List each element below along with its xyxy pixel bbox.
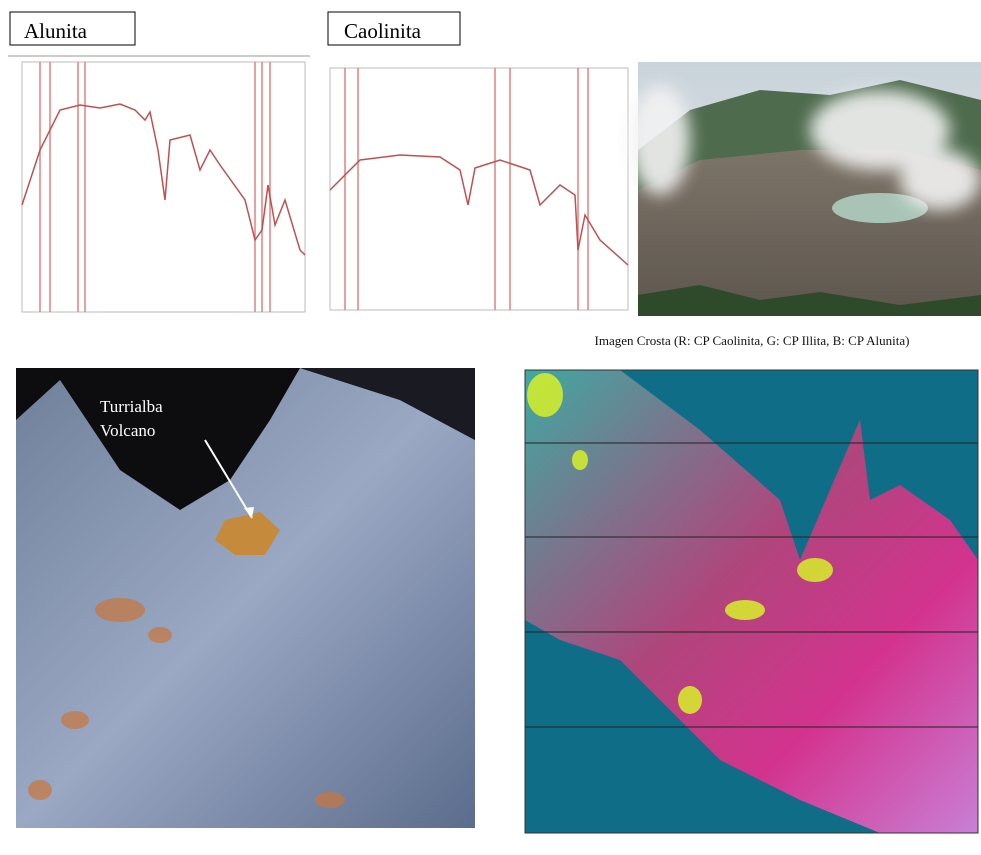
volcano-label: Volcano — [100, 421, 155, 440]
volcano-label: Turrialba — [100, 397, 163, 416]
panel-label: Caolinita — [344, 19, 422, 43]
satellite-image: Turrialba Volcano — [16, 368, 475, 828]
spectral-plot — [330, 68, 628, 310]
spectral-plot — [8, 56, 310, 312]
map-title: Imagen Crosta (R: CP Caolinita, G: CP Il… — [595, 333, 910, 348]
mineral-map — [525, 370, 978, 833]
crater-photo — [630, 62, 981, 316]
figure: Alunita Caolinita — [0, 0, 981, 855]
page: {"panels": {"alunita_label": "Alunita", … — [0, 0, 981, 855]
panel-label: Alunita — [24, 19, 88, 43]
